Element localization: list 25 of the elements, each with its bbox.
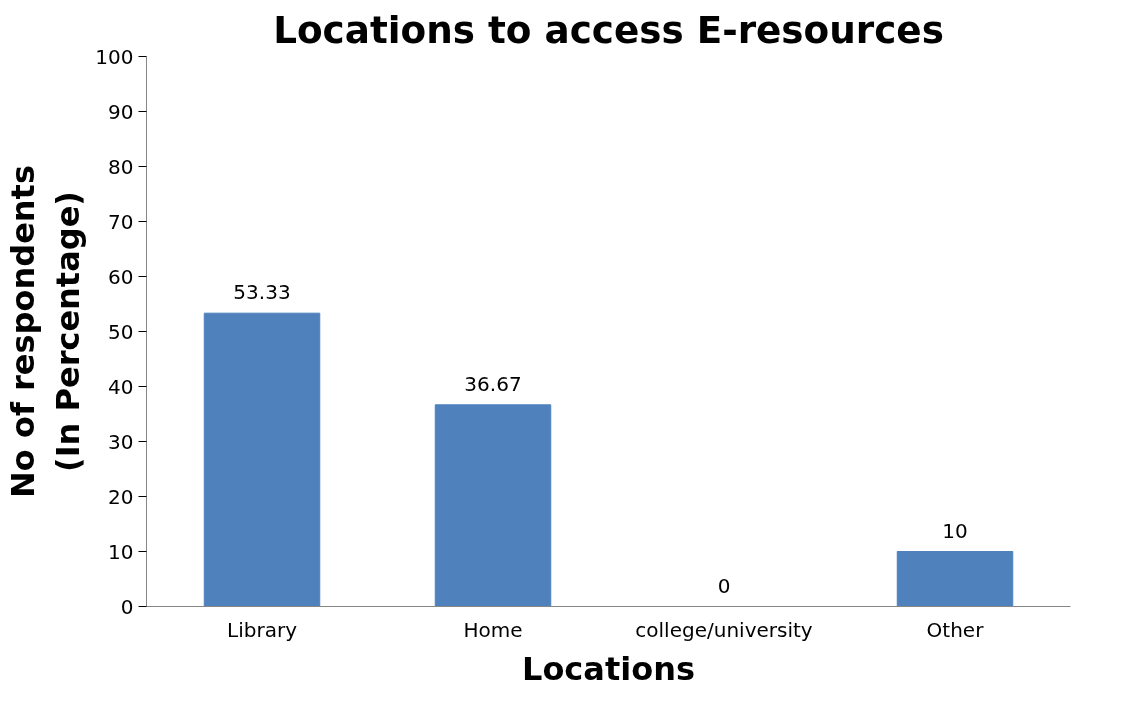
data-label: 36.67: [464, 371, 522, 396]
y-tick-label: 40: [108, 374, 134, 399]
bar: [203, 312, 321, 607]
chart-title: Locations to access E-resources: [273, 7, 944, 52]
y-tick-label: 70: [108, 209, 134, 234]
y-tick-label: 60: [108, 264, 134, 289]
y-axis-title: No of respondents (In Percentage): [3, 165, 88, 498]
data-label: 53.33: [233, 280, 291, 305]
x-tick-label: college/university: [635, 617, 813, 642]
data-label: 0: [717, 573, 731, 598]
x-axis-title: Locations: [521, 649, 696, 688]
y-tick-label: 80: [108, 154, 134, 179]
x-tick-label: Home: [463, 617, 523, 642]
y-tick-label: 90: [108, 99, 134, 124]
bar: [434, 404, 552, 607]
x-tick-label: Other: [926, 617, 985, 642]
y-tick-label: 50: [108, 319, 134, 344]
data-label: 10: [942, 518, 968, 543]
y-tick-label: 30: [108, 429, 134, 454]
y-tick-label: 20: [108, 484, 134, 509]
y-tick-label: 10: [108, 539, 134, 564]
x-tick-label: Library: [227, 617, 298, 642]
y-tick-label: 0: [120, 594, 134, 619]
bar: [896, 551, 1014, 607]
y-tick-label: 100: [95, 44, 134, 69]
